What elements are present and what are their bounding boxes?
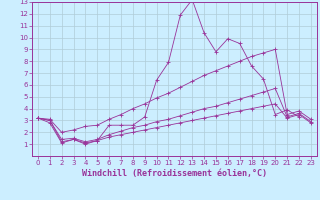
X-axis label: Windchill (Refroidissement éolien,°C): Windchill (Refroidissement éolien,°C) [82, 169, 267, 178]
